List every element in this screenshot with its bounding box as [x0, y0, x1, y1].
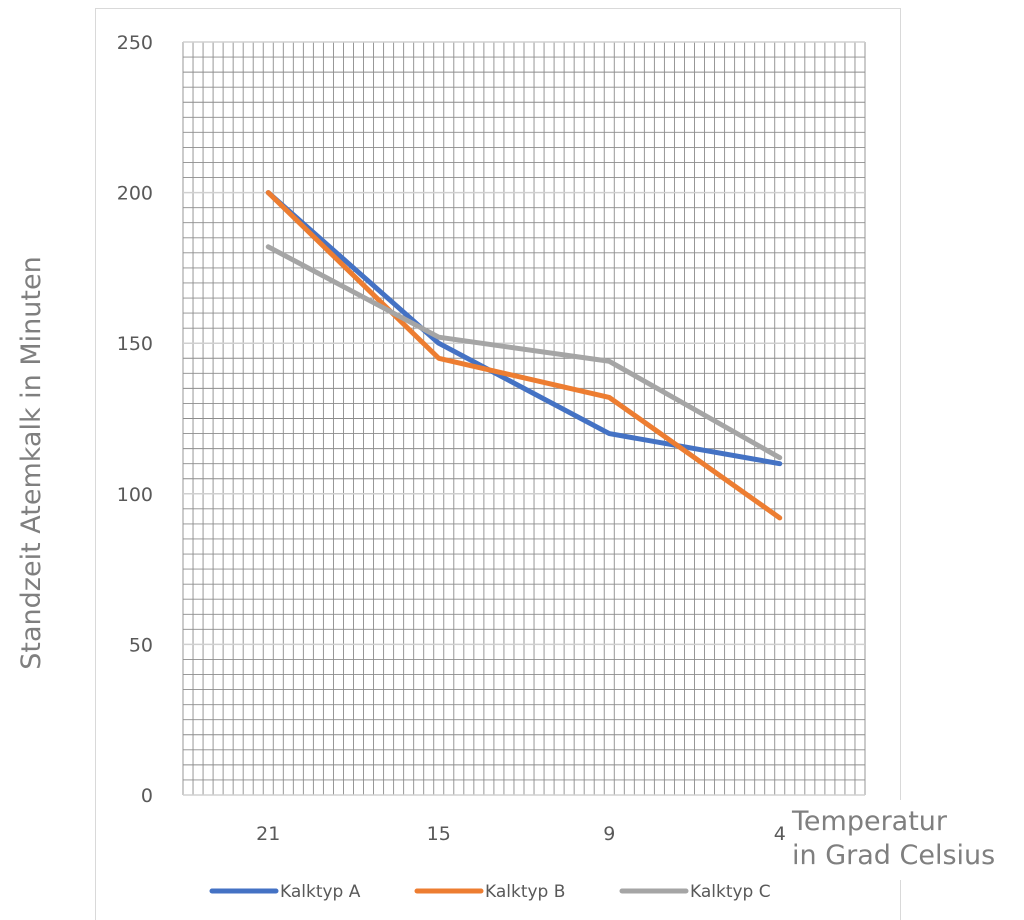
y-axis-title: Standzeit Atemkalk in Minuten [16, 256, 47, 669]
y-tick-label: 250 [117, 32, 153, 54]
x-axis-title-line-1: Temperatur [791, 806, 948, 837]
y-tick-label: 0 [141, 785, 153, 807]
y-tick-label: 50 [129, 634, 153, 656]
y-tick-label: 100 [117, 484, 153, 506]
x-tick-label: 9 [603, 823, 615, 845]
legend-label-2: Kalktyp B [485, 882, 565, 902]
y-tick-label: 150 [117, 333, 153, 355]
chart-frame [95, 8, 901, 920]
series-line-2 [265, 190, 783, 521]
legend-label-3: Kalktyp C [690, 882, 771, 902]
x-axis-title-background [786, 800, 1024, 880]
series-line-3 [265, 244, 783, 461]
x-axis-title-line-2: in Grad Celsius [792, 840, 995, 871]
y-tick-label: 200 [117, 183, 153, 205]
x-tick-label: 15 [427, 823, 451, 845]
legend-label-1: Kalktyp A [280, 882, 361, 902]
x-tick-label: 4 [774, 823, 786, 845]
series-line-1 [265, 190, 783, 467]
x-tick-label: 21 [256, 823, 280, 845]
